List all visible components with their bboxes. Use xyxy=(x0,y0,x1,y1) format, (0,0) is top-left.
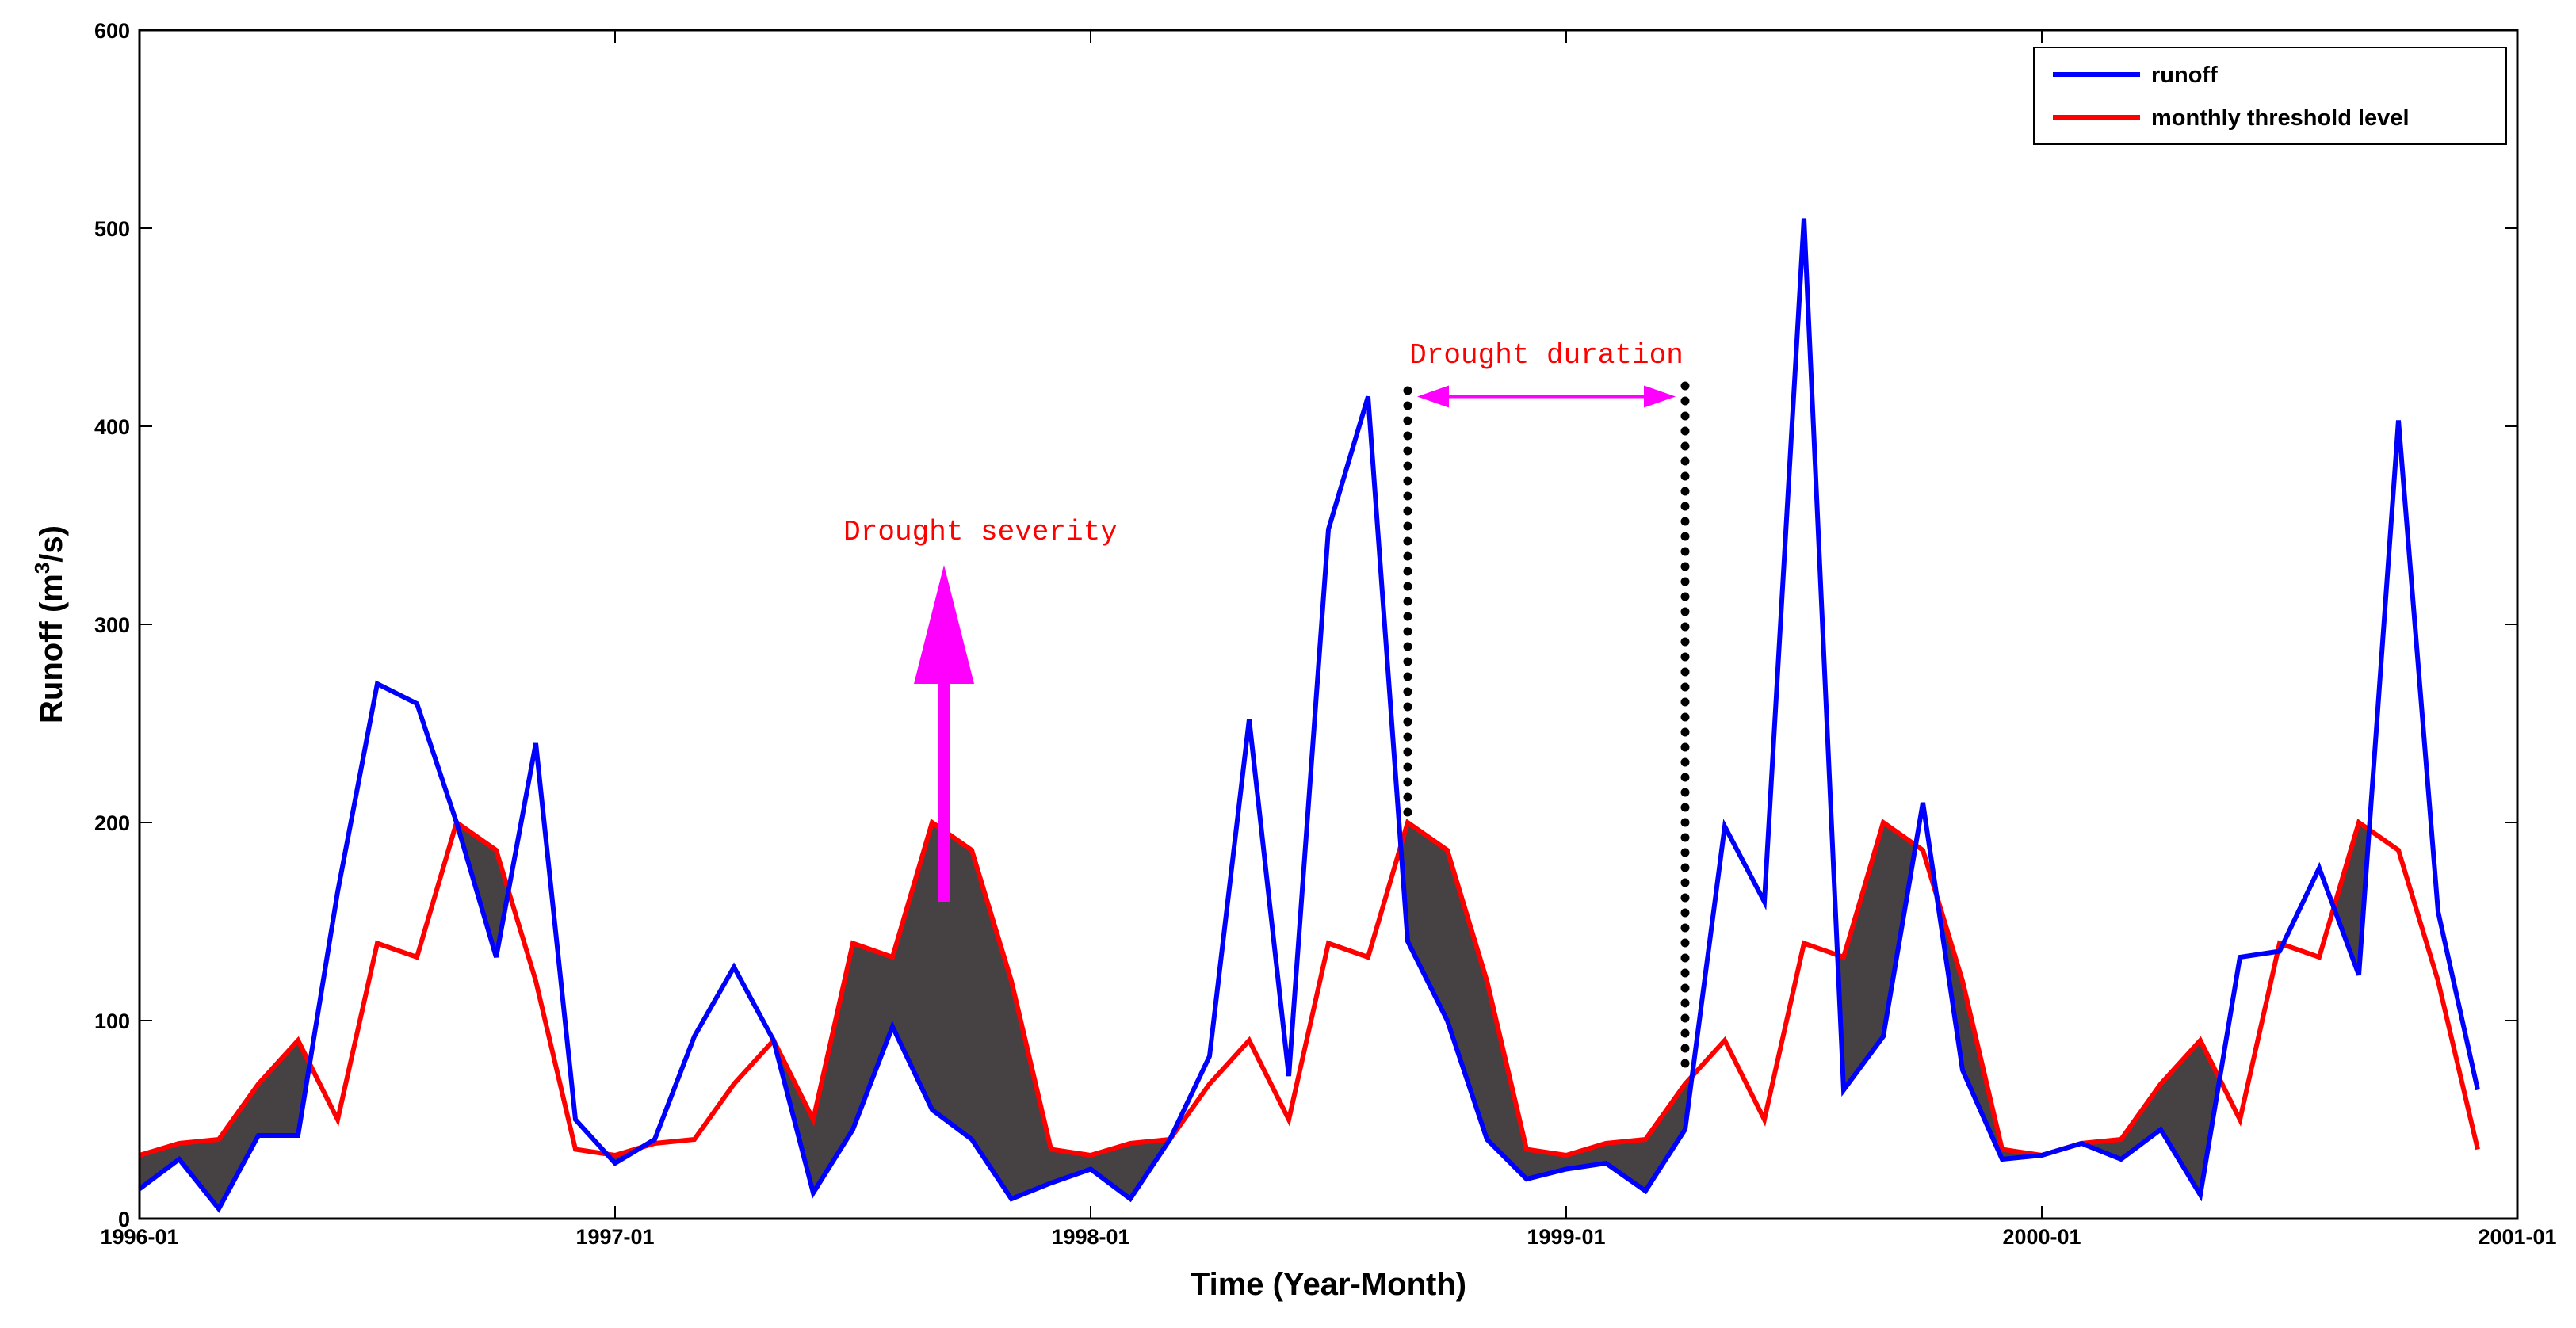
y-tick-label: 300 xyxy=(94,613,130,637)
series-lines xyxy=(138,218,2480,1213)
x-tick-label: 2001-01 xyxy=(2478,1225,2556,1249)
duration-arrow-head-left xyxy=(1417,385,1449,408)
deficit-area xyxy=(2333,822,2359,975)
legend-label-threshold: monthly threshold level xyxy=(2151,105,2410,131)
deficit-area xyxy=(932,822,972,1139)
x-tick-label: 1999-01 xyxy=(1527,1225,1605,1249)
deficit-area xyxy=(1645,1084,1685,1191)
x-tick-label: 1997-01 xyxy=(575,1225,654,1249)
duration-arrow-head-right xyxy=(1644,385,1676,408)
deficit-area xyxy=(1844,822,1883,1090)
duration-label: Drought duration xyxy=(1409,339,1684,372)
deficit-area xyxy=(972,850,1011,1199)
y-tick-label: 200 xyxy=(94,811,130,835)
y-tick-label: 0 xyxy=(118,1208,130,1231)
legend: runoff monthly threshold level xyxy=(2033,47,2507,145)
x-tick-label: 1996-01 xyxy=(100,1225,178,1249)
deficit-area xyxy=(1447,850,1487,1139)
y-tick-label: 400 xyxy=(94,415,130,439)
x-tick-label: 2000-01 xyxy=(2002,1225,2081,1249)
x-axis-title: Time (Year-Month) xyxy=(1191,1267,1466,1302)
deficit-area xyxy=(1011,981,1051,1199)
x-tick-label: 1998-01 xyxy=(1051,1225,1129,1249)
deficit-area xyxy=(813,943,853,1193)
annotations: Drought severity Drought duration xyxy=(843,339,1690,1081)
deficit-area xyxy=(853,943,892,1130)
y-axis-title-main: Runoff (m xyxy=(34,574,69,723)
deficit-area xyxy=(2121,1084,2161,1159)
deficit-area xyxy=(2161,1040,2200,1195)
threshold-line xyxy=(139,819,2480,1158)
deficit-area xyxy=(1051,1149,1091,1183)
y-axis-title-superscript: 3 xyxy=(30,563,54,574)
deficit-area xyxy=(1408,822,1447,1021)
deficit-area xyxy=(1091,1143,1130,1199)
deficit-area xyxy=(258,1040,298,1135)
deficit-area xyxy=(179,1139,219,1209)
y-axis-title-tail: /s) xyxy=(34,525,69,563)
axis-ticks: 0 100 200 300 400 500 600 1996-01 1997-01 1998-01… xyxy=(94,19,2557,1249)
legend-label-runoff: runoff xyxy=(2151,63,2218,88)
deficit-area xyxy=(219,1084,258,1209)
severity-label: Drought severity xyxy=(843,516,1118,548)
y-axis-title: Runoff (m3/s) xyxy=(30,525,69,723)
deficit-area xyxy=(892,822,932,1110)
y-tick-label: 100 xyxy=(94,1009,130,1033)
legend-box xyxy=(2033,47,2507,145)
y-tick-label: 500 xyxy=(94,217,130,241)
y-tick-label: 600 xyxy=(94,19,130,43)
severity-arrow-head xyxy=(914,565,974,684)
runoff-line xyxy=(138,218,2480,1213)
deficit-area xyxy=(1606,1139,1645,1191)
